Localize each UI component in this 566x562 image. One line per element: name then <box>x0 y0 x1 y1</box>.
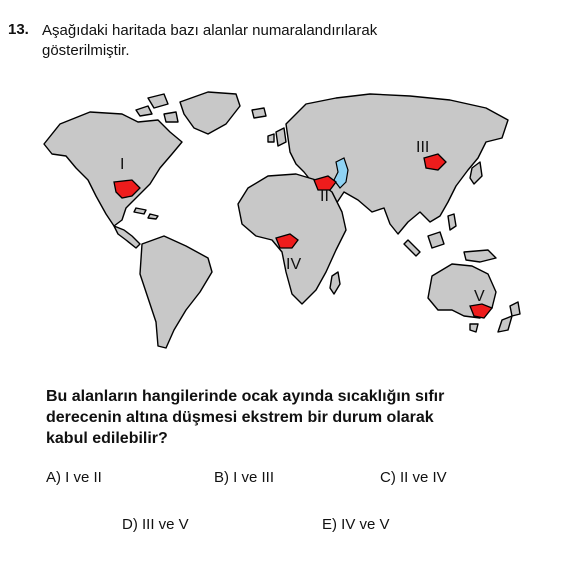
label-V: V <box>474 288 485 305</box>
option-a[interactable]: A) I ve II <box>46 469 102 486</box>
new-guinea-shape <box>463 249 497 263</box>
south-america-shape <box>139 235 213 349</box>
intro-line-2: gösterilmiştir. <box>42 42 130 59</box>
question-number: 13. <box>8 21 29 38</box>
caribbean-island <box>133 207 147 215</box>
japan-shape <box>469 161 483 185</box>
madagascar-shape <box>329 271 341 295</box>
philippines-shape <box>447 213 457 231</box>
question-intro: Aşağıdaki haritada bazı alanlar numarala… <box>42 21 542 61</box>
area-IV-shape <box>275 233 299 249</box>
caspian-sea-shape <box>333 157 349 189</box>
greenland-shape <box>179 91 241 135</box>
intro-line-1: Aşağıdaki haritada bazı alanlar numarala… <box>42 22 378 39</box>
area-I-shape <box>113 179 141 199</box>
area-V-shape <box>469 303 494 319</box>
arctic-island <box>163 111 179 123</box>
arctic-island <box>147 93 169 109</box>
label-I: I <box>120 156 124 173</box>
arctic-island <box>135 105 153 117</box>
north-america-shape <box>43 111 183 227</box>
area-III-shape <box>423 153 447 171</box>
label-II: II <box>320 188 329 205</box>
label-III: III <box>416 139 429 156</box>
britain-shape <box>275 127 287 147</box>
tasmania-shape <box>469 323 479 333</box>
central-america-shape <box>113 225 141 249</box>
option-d[interactable]: D) III ve V <box>122 516 189 533</box>
sumatra-shape <box>403 239 421 257</box>
prompt-line-3: kabul edilebilir? <box>46 430 168 447</box>
area-II-shape <box>313 175 337 191</box>
borneo-shape <box>427 231 445 249</box>
option-b[interactable]: B) I ve III <box>214 469 275 486</box>
option-e[interactable]: E) IV ve V <box>322 516 390 533</box>
new-zealand-north <box>509 301 521 317</box>
prompt-line-1: Bu alanların hangilerinde ocak ayında sı… <box>46 388 445 405</box>
question-prompt: Bu alanların hangilerinde ocak ayında sı… <box>46 386 536 449</box>
ireland-shape <box>267 133 275 143</box>
prompt-line-2: derecenin altına düşmesi ekstrem bir dur… <box>46 409 434 426</box>
label-IV: IV <box>286 256 301 273</box>
caribbean-island <box>147 213 159 220</box>
new-zealand-south <box>497 315 513 333</box>
world-map: I II III IV V <box>43 91 521 349</box>
option-c[interactable]: C) II ve IV <box>380 469 447 486</box>
iceland-shape <box>251 107 267 119</box>
